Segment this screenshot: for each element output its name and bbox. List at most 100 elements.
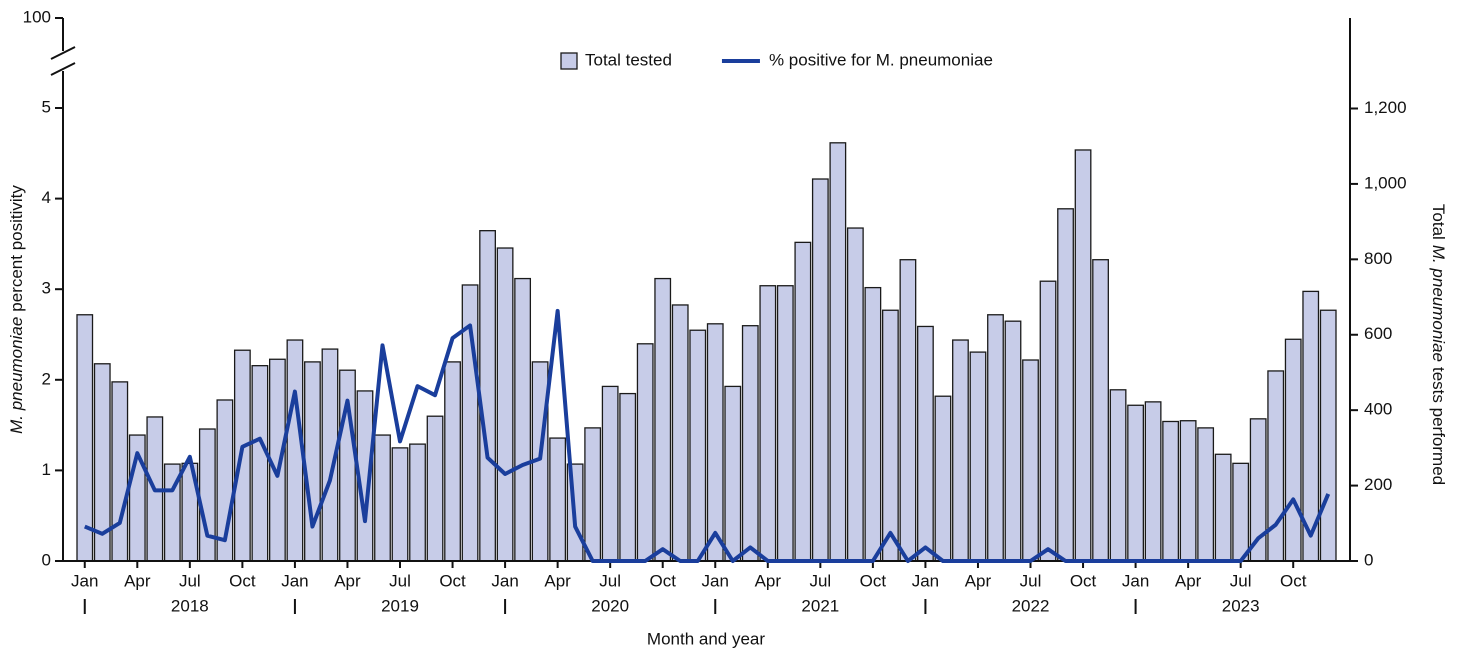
x-tick-label: Apr: [1175, 571, 1202, 590]
bar: [987, 314, 1004, 562]
bar: [496, 247, 514, 562]
axis-break: [50, 46, 76, 60]
y2-axis-label-part: Total: [1429, 204, 1448, 240]
group-label: 2019: [381, 596, 419, 615]
x-tick-label: Oct: [229, 571, 256, 590]
y-axis-label-part: percent positivity: [7, 185, 26, 312]
x-axis-label: Month and year: [647, 629, 765, 648]
bar: [811, 178, 829, 562]
axis-break: [50, 62, 76, 76]
x-tick-label: Apr: [334, 571, 361, 590]
bar: [426, 415, 444, 562]
bar: [759, 285, 777, 562]
bar: [776, 285, 794, 562]
x-tick-label: Apr: [755, 571, 782, 590]
x-tick-label: Jul: [389, 571, 411, 590]
x-tick-label: Oct: [1070, 571, 1097, 590]
bar: [864, 286, 882, 562]
line: [83, 308, 1331, 563]
y2-axis-label: Total M. pneumoniae tests performed: [1429, 204, 1448, 485]
bar: [794, 241, 812, 562]
x-tick-label: Jan: [281, 571, 308, 590]
x-tick-label: Jan: [491, 571, 518, 590]
bar: [1267, 370, 1285, 562]
bar: [741, 325, 759, 562]
y-tick-label: 5: [42, 97, 51, 116]
y-tick-label: 0: [42, 550, 51, 569]
bar: [1197, 427, 1215, 562]
bar: [1179, 420, 1197, 562]
x-tick-label: Jul: [1020, 571, 1042, 590]
bar: [286, 339, 304, 562]
bar: [1074, 149, 1092, 562]
bar: [409, 443, 426, 562]
bar: [1109, 389, 1127, 562]
legend-label: % positive for M. pneumoniae: [769, 50, 993, 69]
y-tick-label: 4: [42, 188, 51, 207]
bar: [391, 447, 409, 562]
x-tick-label: Oct: [1280, 571, 1307, 590]
x-tick-label: Apr: [544, 571, 571, 590]
y-axis-label: M. pneumoniae percent positivity: [7, 185, 26, 434]
bar: [969, 351, 987, 562]
bar: [1284, 338, 1302, 562]
legend-swatch: [560, 52, 578, 70]
bar: [881, 309, 899, 562]
group-label: 2021: [801, 596, 839, 615]
y2-tick-label: 800: [1364, 249, 1392, 268]
bar: [1162, 420, 1180, 562]
bar: [1022, 359, 1039, 562]
x-tick-label: Jul: [1230, 571, 1252, 590]
y2-tick-label: 600: [1364, 324, 1392, 343]
bar: [952, 339, 969, 562]
x-tick-label: Jul: [809, 571, 831, 590]
bar: [251, 365, 269, 562]
x-tick-label: Apr: [124, 571, 151, 590]
bar: [829, 142, 847, 562]
group-label: 2022: [1012, 596, 1050, 615]
y2-tick-label: 1,000: [1364, 173, 1407, 192]
y-tick-label: 3: [42, 279, 51, 298]
y-tick-label: 1: [42, 460, 51, 479]
bar: [1127, 404, 1144, 562]
bar: [601, 385, 619, 562]
bar: [1232, 462, 1250, 562]
x-tick-label: Jan: [912, 571, 939, 590]
y2-axis-label-part: tests performed: [1429, 367, 1448, 485]
y-tick-label: 100: [23, 7, 51, 26]
x-tick-label: Oct: [649, 571, 676, 590]
y-axis-label-part: M. pneumoniae: [7, 317, 26, 434]
bar: [934, 395, 952, 562]
bar: [198, 428, 216, 562]
bar: [1039, 280, 1057, 562]
bar: [724, 385, 742, 562]
bar: [917, 325, 934, 562]
x-tick-label: Oct: [860, 571, 887, 590]
x-tick-label: Jan: [702, 571, 729, 590]
bar: [304, 361, 321, 562]
x-tick-label: Jan: [1122, 571, 1149, 590]
bar: [1057, 208, 1074, 562]
x-tick-label: Apr: [965, 571, 992, 590]
bar: [619, 392, 637, 562]
bar: [689, 329, 707, 562]
bar: [584, 427, 602, 562]
y-tick-label: 2: [42, 369, 51, 388]
group-label: 2023: [1222, 596, 1260, 615]
group-label: 2018: [171, 596, 209, 615]
bar: [1144, 401, 1162, 562]
y2-tick-label: 200: [1364, 475, 1392, 494]
bar: [706, 323, 724, 562]
bar: [444, 361, 461, 562]
y2-tick-label: 1,200: [1364, 98, 1407, 117]
bar: [479, 230, 496, 562]
y2-axis-label-part: M. pneumoniae: [1429, 245, 1448, 362]
y2-tick-label: 400: [1364, 400, 1392, 419]
bar: [374, 434, 391, 562]
group-label: 2020: [591, 596, 629, 615]
bar: [1004, 320, 1022, 562]
bar: [636, 343, 654, 562]
bar: [671, 304, 689, 562]
y2-tick-label: 0: [1364, 550, 1373, 569]
